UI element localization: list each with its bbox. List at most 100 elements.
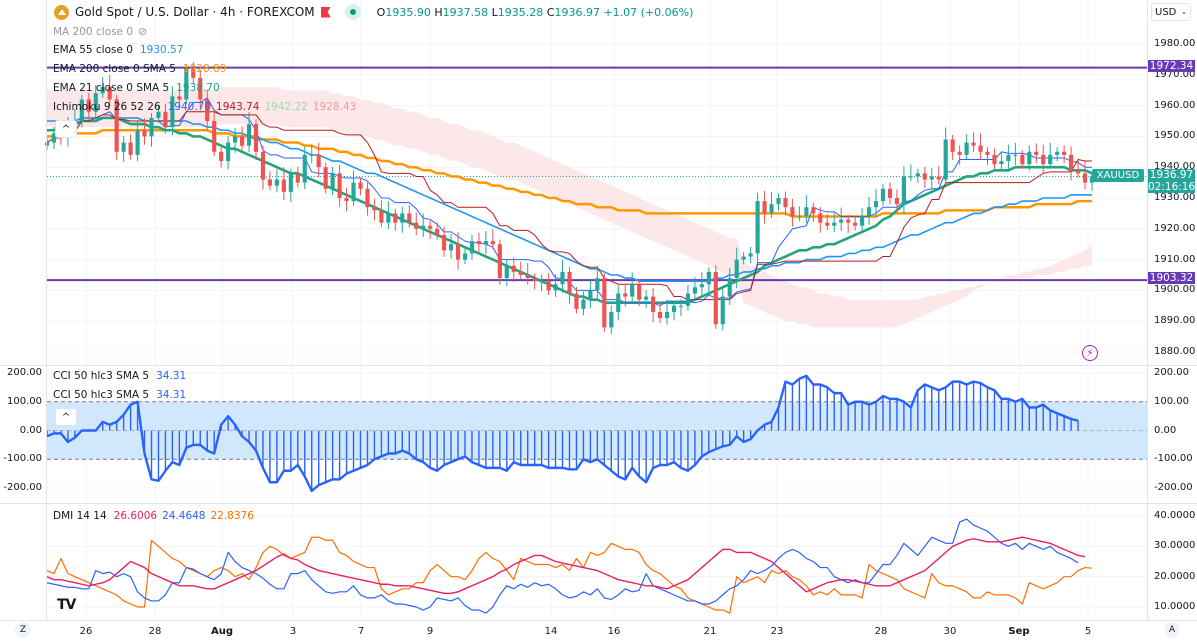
candle-body	[212, 121, 217, 152]
axis-tick-label: 1960.00	[1154, 99, 1196, 111]
level-high-badge: 1972.34	[1148, 60, 1195, 72]
candle-body	[483, 241, 488, 245]
candle-body	[170, 96, 175, 128]
candle-body	[372, 207, 377, 211]
left-price-scale[interactable]	[0, 0, 47, 620]
time-tick-label: 5	[1084, 626, 1092, 637]
eye-hidden-icon[interactable]: ⊘	[138, 25, 148, 38]
candle-body	[595, 278, 600, 291]
cci-line	[46, 374, 1079, 493]
candle-body	[783, 198, 788, 208]
candle-body	[518, 271, 523, 275]
candle-body	[915, 173, 920, 177]
collapse-cci-legend-button[interactable]: ^	[55, 408, 77, 426]
candle-body	[664, 311, 670, 319]
candle-body	[811, 207, 816, 214]
symbol-title[interactable]: Gold Spot / U.S. Dollar · 4h · FOREXCOM	[75, 5, 315, 19]
symbol-tag: XAUUSD	[1092, 169, 1144, 182]
pane-separator[interactable]	[0, 365, 1197, 366]
axis-tick-label: -200.00	[1154, 482, 1193, 493]
candle-body	[825, 222, 830, 226]
zoom-reset-button[interactable]: Z	[15, 622, 31, 638]
symbol-header: Gold Spot / U.S. Dollar · 4h · FOREXCOM …	[54, 4, 693, 20]
time-tick-label: Sep	[1008, 626, 1030, 637]
candle-body	[114, 99, 119, 152]
candle-body	[873, 201, 879, 208]
time-axis[interactable]	[0, 620, 1197, 641]
candle-body	[567, 271, 572, 294]
legend-ema200[interactable]: EMA 200 close 0 SMA 5 1928.89	[53, 63, 227, 75]
candle-body	[400, 213, 405, 223]
candle-body	[720, 296, 725, 325]
candle-body	[762, 201, 767, 214]
level-low-badge: 1903.32	[1148, 272, 1195, 284]
gold-symbol-icon	[54, 4, 69, 20]
candle-body	[365, 188, 370, 208]
candle-body	[630, 284, 635, 297]
axis-tick-label: 1910.00	[1154, 253, 1196, 265]
time-tick-label: 28	[148, 626, 162, 637]
candle-body	[51, 133, 57, 143]
candle-body	[929, 176, 934, 180]
candle-body	[553, 284, 558, 291]
candle-body	[692, 287, 697, 294]
currency-select[interactable]: USD ⌄	[1151, 3, 1191, 21]
collapse-legend-button[interactable]: ^	[55, 120, 77, 138]
candle-body	[295, 173, 300, 183]
candle-body	[219, 151, 224, 162]
candle-body	[860, 216, 865, 226]
axis-tick-label: -100.00	[1154, 453, 1193, 465]
cci-plot	[46, 374, 1147, 493]
candle-body	[978, 145, 983, 152]
candle-body	[156, 111, 161, 118]
candle-body	[455, 244, 461, 260]
candle-body	[1062, 151, 1067, 155]
left-axis-tick-label: 0.00	[19, 424, 42, 436]
legend-dmi[interactable]: DMI 14 14 26.6006 24.4648 22.8376	[53, 510, 254, 522]
candle-body	[490, 241, 495, 245]
candlesticks	[44, 62, 1095, 334]
candle-body	[86, 99, 91, 112]
time-tick-label: 28	[874, 626, 888, 637]
legend-ichimoku[interactable]: Ichimoku 9 26 52 26 1940.70 1943.74 1942…	[53, 101, 357, 113]
candle-body	[177, 96, 182, 100]
flag-icon[interactable]	[320, 6, 331, 18]
legend-ema55[interactable]: EMA 55 close 0 1930.57	[53, 44, 184, 56]
candle-body	[330, 173, 335, 189]
candle-body	[309, 154, 314, 156]
time-tick-label: 16	[607, 626, 621, 637]
axis-tick-label: 1920.00	[1154, 222, 1196, 234]
candle-body	[623, 293, 628, 297]
legend-cci[interactable]: CCI 50 hlc3 SMA 5 34.31	[53, 370, 187, 382]
candle-body	[142, 130, 147, 137]
candle-body	[504, 265, 509, 279]
candle-body	[288, 173, 293, 192]
auto-scale-button[interactable]: A	[1164, 622, 1180, 638]
candle-body	[713, 271, 718, 325]
pane-separator[interactable]	[0, 503, 1197, 504]
candle-body	[644, 296, 649, 300]
candle-body	[1075, 170, 1081, 174]
candle-body	[901, 176, 906, 205]
legend-ma200[interactable]: MA 200 close 0 ⊘	[53, 25, 148, 38]
candle-body	[281, 179, 286, 192]
candle-body	[922, 173, 927, 180]
legend-cci-2[interactable]: CCI 50 hlc3 SMA 5 34.31	[53, 389, 187, 401]
candle-body	[776, 198, 781, 205]
candle-body	[323, 167, 328, 189]
last-price-badge: 1936.97	[1148, 169, 1195, 181]
ichimoku-cloud-area	[47, 87, 1092, 328]
time-tick-label: Aug	[210, 626, 234, 637]
left-axis-tick-label: -100.00	[3, 453, 42, 465]
axis-tick-label: 20.0000	[1154, 570, 1196, 582]
candle-body	[671, 305, 677, 312]
legend-ema21[interactable]: EMA 21 close 0 SMA 5 1938.70	[53, 82, 220, 94]
right-price-scale[interactable]	[1147, 0, 1197, 620]
ema200-line	[47, 128, 1092, 218]
tradingview-logo[interactable]: TV	[57, 597, 76, 613]
candle-body	[1069, 154, 1074, 171]
candle-body	[448, 244, 454, 251]
left-axis-tick-label: 100.00	[7, 395, 42, 407]
lightning-icon[interactable]: ⚡	[1082, 345, 1098, 361]
